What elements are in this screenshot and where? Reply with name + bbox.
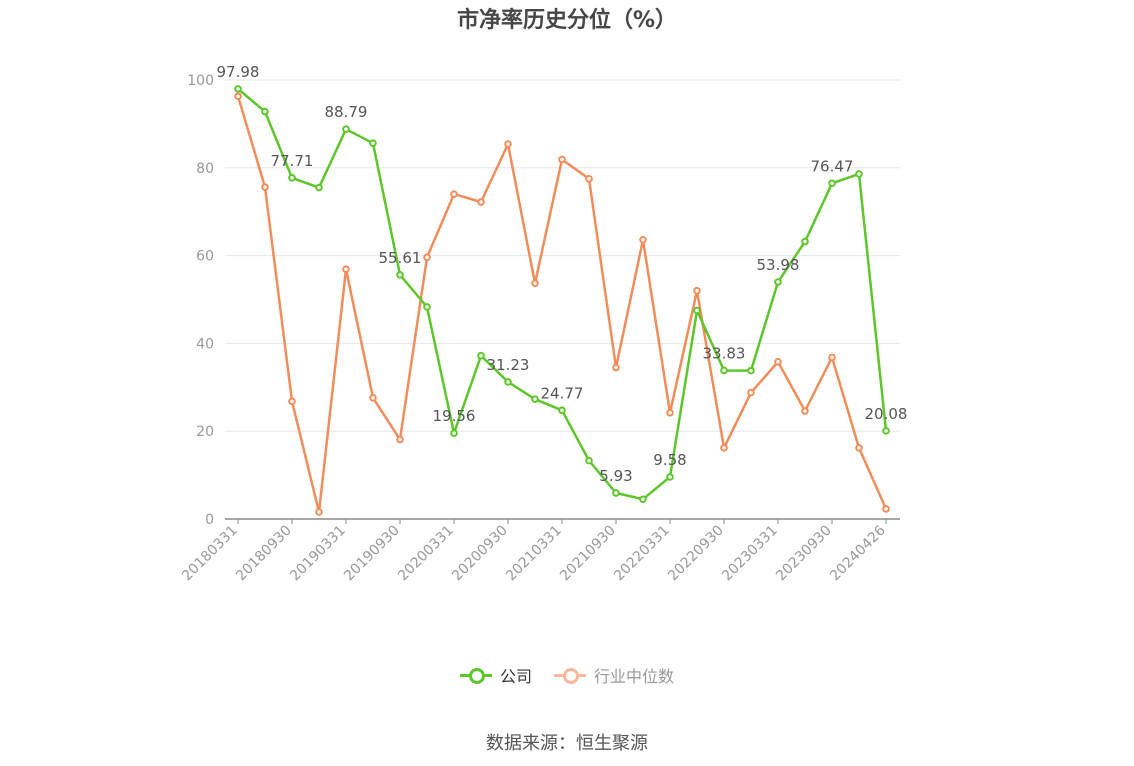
point-company [747,366,755,375]
point-industry-median [747,388,755,397]
point-company [612,489,620,497]
point-industry-median [315,508,323,516]
x-tick-label: 20220331 [611,523,673,585]
point-company [585,456,593,465]
point-industry-median [396,435,404,444]
data-label-company: 55.61 [379,249,422,267]
series-layer [234,85,890,516]
point-company [666,473,674,481]
x-tick-label: 20180930 [233,523,295,585]
point-company [342,125,350,134]
point-company [261,107,269,116]
point-industry-median [342,265,350,274]
data-label-company: 31.23 [487,356,530,374]
source-note: 数据来源：恒生聚源 [486,733,648,754]
point-company [558,406,566,415]
x-tick-label: 20210331 [503,523,565,585]
y-tick-label: 40 [196,336,214,352]
point-company [828,179,836,188]
legend-industry-median-label: 行业中位数 [594,667,675,686]
data-label-company: 97.98 [217,63,260,81]
point-industry-median [234,92,242,101]
x-tick-label: 20220930 [665,523,727,585]
point-industry-median [504,140,512,148]
x-tick-label: 20200930 [449,523,511,585]
chart-title: 市净率历史分位（%） [456,8,678,33]
data-label-company: 19.56 [433,407,476,425]
point-company [450,429,458,437]
point-industry-median [855,444,863,452]
legend-company-label: 公司 [499,667,532,686]
data-labels: 97.98 77.71 88.79 55.61 19.56 31.23 24.77 5.93 9… [217,63,908,485]
point-company [531,395,539,403]
point-industry-median [477,198,485,206]
point-company [855,170,863,178]
y-tick-label: 0 [205,512,214,528]
legend-item-company[interactable]: 公司 [459,663,532,687]
data-label-company: 76.47 [811,157,854,175]
data-label-company: 24.77 [541,384,584,402]
point-company [504,378,512,386]
point-industry-median [261,183,269,191]
series-line-company [237,87,888,501]
axes: 0 20 40 60 80 100 2018033120180930201903312019… [179,73,900,584]
point-industry-median [288,397,296,406]
point-company [288,174,296,182]
point-company [801,237,809,246]
data-label-company: 53.98 [757,256,800,274]
data-label-company: 5.93 [599,467,632,485]
x-tick-label: 20200331 [395,523,457,585]
point-industry-median [801,407,809,415]
data-label-company: 9.58 [653,451,686,469]
point-industry-median [882,505,890,513]
point-industry-median [639,235,647,244]
point-industry-median [450,190,458,198]
point-company [720,366,728,375]
point-company [315,183,323,192]
point-company [423,303,431,311]
legend-item-industry-median[interactable]: 行业中位数 [554,663,674,687]
legend: 公司 行业中位数 [0,663,1134,687]
x-tick-label: 20210930 [557,523,619,585]
point-company [882,427,890,435]
data-label-company: 20.08 [865,405,908,423]
data-label-company: 33.83 [703,344,746,362]
point-company [369,139,377,148]
point-industry-median [666,408,674,417]
x-tick-label: 20180331 [179,523,241,585]
y-tick-label: 100 [187,73,214,89]
point-industry-median [423,253,431,262]
point-industry-median [828,353,836,362]
point-company [693,306,701,315]
point-company [234,85,242,93]
point-industry-median [531,279,539,288]
legend-company-line-icon [459,668,492,684]
point-industry-median [720,444,728,452]
y-tick-label: 60 [196,249,214,265]
point-industry-median [693,286,701,295]
line-chart: 0 20 40 60 80 100 2018033120180930201903312019… [179,63,908,584]
point-industry-median [558,155,566,164]
legend-industry-line-icon [554,668,586,684]
x-tick-label: 20190331 [287,523,349,585]
point-company [639,495,647,504]
y-tick-label: 80 [196,161,214,177]
point-industry-median [774,358,782,366]
point-company [477,351,485,360]
data-label-company: 88.79 [325,103,368,121]
point-industry-median [612,363,620,372]
point-company [774,278,782,286]
point-company [396,271,404,279]
x-tick-label: 20190930 [341,523,403,585]
x-tick-label: 20240426 [827,522,889,584]
x-tick-label: 20230930 [773,523,835,585]
x-tick-label: 20230331 [719,523,781,585]
data-label-company: 77.71 [271,152,314,170]
point-industry-median [369,394,377,402]
point-industry-median [585,174,593,183]
y-tick-label: 20 [196,424,214,440]
